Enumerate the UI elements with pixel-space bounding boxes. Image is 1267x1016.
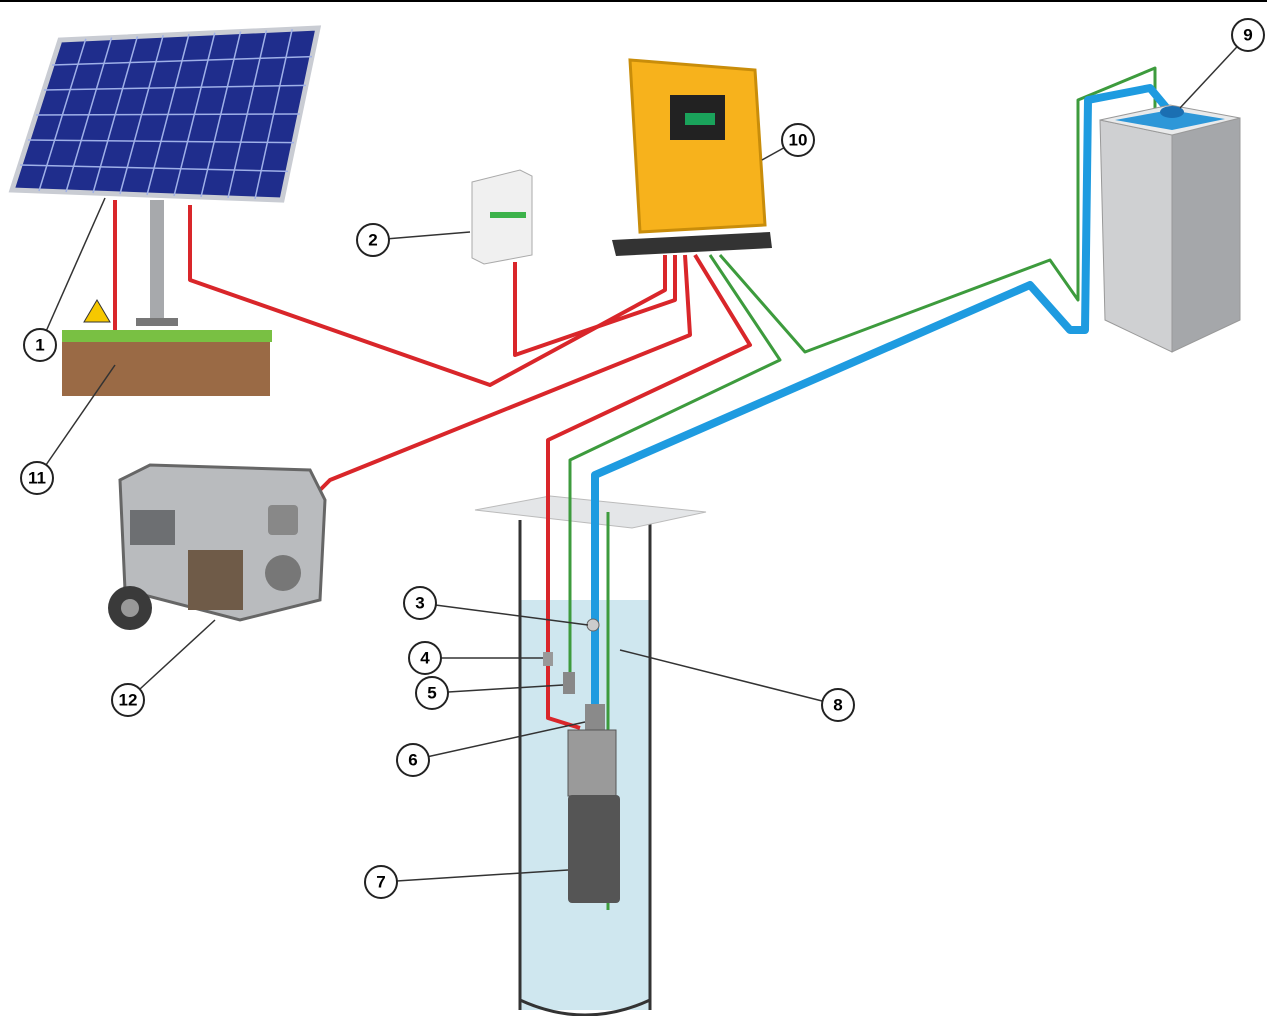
callout-label: 3 <box>415 594 424 613</box>
callout-circle <box>396 743 430 777</box>
callout-circle <box>356 223 390 257</box>
top-border <box>0 0 1267 2</box>
leader-line <box>419 602 589 626</box>
callout-label: 10 <box>789 131 808 150</box>
cables <box>113 66 1174 910</box>
callout-circle <box>20 461 54 495</box>
leader-line <box>431 684 564 694</box>
panel-cell-line <box>35 113 301 116</box>
panel-cell-line <box>27 139 295 144</box>
leader-line <box>619 649 839 706</box>
ground <box>62 299 272 396</box>
panel-cell-line <box>51 55 313 66</box>
callout-circle <box>403 586 437 620</box>
tank <box>1099 104 1241 353</box>
generator <box>108 463 327 630</box>
callout-label: 6 <box>408 751 417 770</box>
sensor <box>563 672 575 694</box>
solar-panel <box>8 25 322 326</box>
panel-cell-line <box>19 164 289 173</box>
callout-label: 1 <box>35 336 44 355</box>
callout-circle <box>415 676 449 710</box>
callout-label: 4 <box>420 649 430 668</box>
leader-line <box>39 197 106 346</box>
callout-label: 12 <box>119 691 138 710</box>
callout-circle <box>1231 18 1265 52</box>
leader-line <box>412 721 586 761</box>
valve <box>586 618 600 632</box>
callout-label: 2 <box>368 231 377 250</box>
callout-circle <box>111 683 145 717</box>
pump <box>567 704 620 903</box>
callout-label: 5 <box>427 684 436 703</box>
breaker <box>471 169 533 265</box>
callout-circle <box>781 123 815 157</box>
callout-circle <box>821 688 855 722</box>
leader-line <box>380 869 569 883</box>
leader-line <box>127 619 216 701</box>
sensor <box>543 652 553 666</box>
controller <box>612 58 772 256</box>
leader-line <box>36 364 116 479</box>
callout-circle <box>408 641 442 675</box>
callout-label: 9 <box>1243 26 1252 45</box>
callout-circle <box>23 328 57 362</box>
callout-label: 8 <box>833 696 842 715</box>
callout-label: 7 <box>376 873 385 892</box>
panel-cell-line <box>43 84 307 91</box>
well <box>474 495 707 1016</box>
callout-circle <box>364 865 398 899</box>
callout-label: 11 <box>28 469 46 488</box>
